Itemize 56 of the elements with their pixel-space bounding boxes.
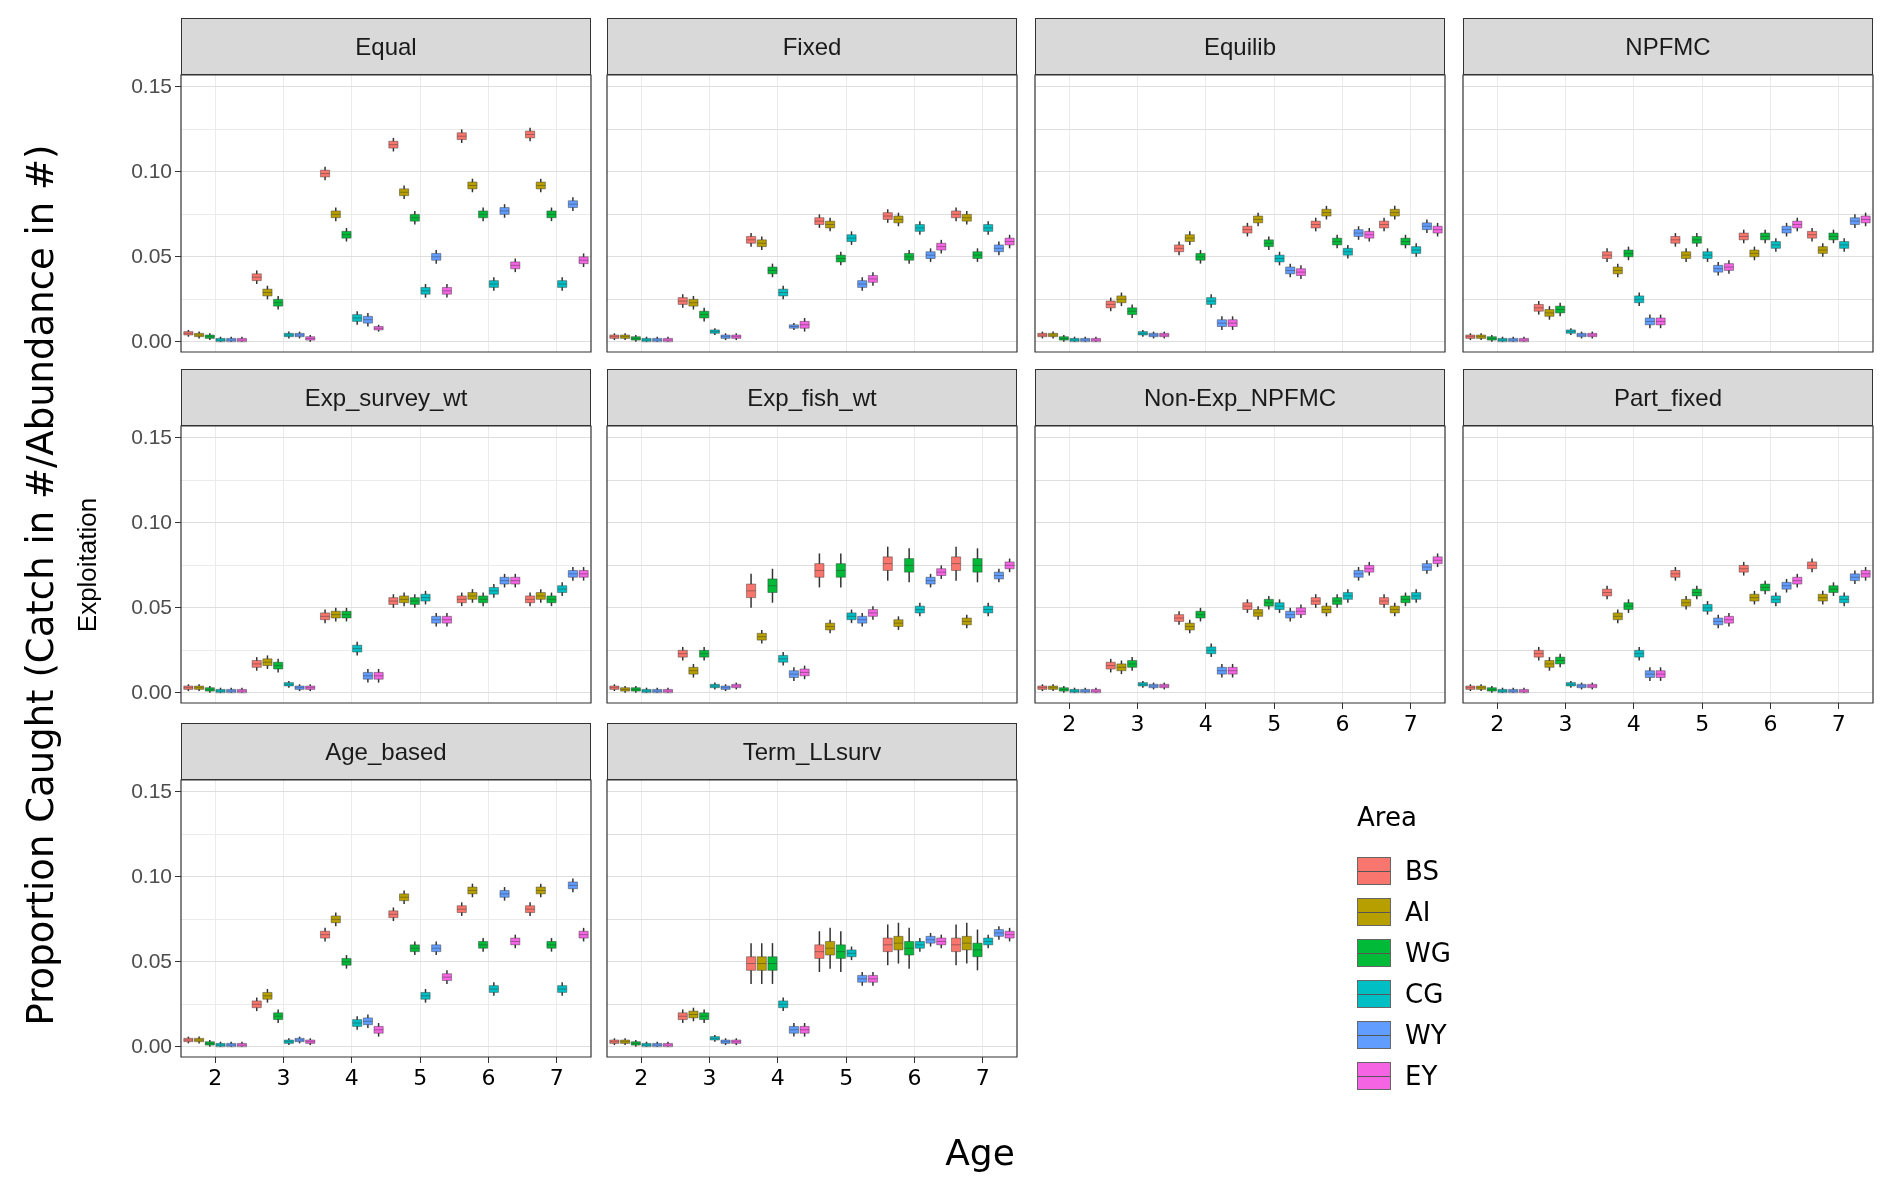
x-tick-label: 5 (1695, 710, 1710, 736)
chart-title: Exp_fish_wt (607, 369, 1017, 426)
x-tick-label: 4 (1626, 710, 1641, 736)
x-tick-label: 7 (1831, 710, 1846, 736)
chart-title: NPFMC (1463, 18, 1873, 75)
legend-label: AI (1405, 896, 1431, 927)
x-tick-label: 7 (549, 1064, 564, 1090)
x-tick-label: 4 (1198, 710, 1213, 736)
x-tick-label: 4 (344, 1064, 359, 1090)
legend-title: Area (1357, 802, 1418, 832)
x-tick-label: 3 (1558, 710, 1573, 736)
x-tick-label: 5 (1267, 710, 1282, 736)
y-tick-label: 0.05 (131, 243, 172, 267)
y-tick-label: 0.10 (131, 158, 172, 182)
x-tick-label: 3 (276, 1064, 291, 1090)
x-tick-label: 2 (1062, 710, 1077, 736)
legend-label: BS (1405, 855, 1439, 886)
legend-label: WG (1405, 937, 1451, 968)
x-tick-label: 2 (1490, 710, 1505, 736)
x-tick-label: 3 (702, 1064, 717, 1090)
chart-title: Non-Exp_NPFMC (1035, 369, 1445, 426)
x-tick-label: 5 (839, 1064, 854, 1090)
y-tick-label: 0.00 (131, 328, 172, 352)
y-tick-label: 0.00 (131, 679, 172, 703)
chart-title: Fixed (607, 18, 1017, 75)
x-tick-label: 7 (975, 1064, 990, 1090)
y-tick-label: 0.10 (131, 863, 172, 887)
x-tick-label: 6 (481, 1064, 496, 1090)
legend-label: CG (1405, 978, 1444, 1009)
legend-label: EY (1405, 1060, 1438, 1091)
y-tick-label: 0.10 (131, 509, 172, 533)
chart-title: Exp_survey_wt (181, 369, 591, 426)
x-axis-title: Age (945, 1131, 1015, 1173)
chart-title: Term_LLsurv (607, 723, 1017, 780)
x-tick-label: 2 (634, 1064, 649, 1090)
x-tick-label: 6 (1335, 710, 1350, 736)
x-tick-label: 2 (208, 1064, 223, 1090)
y-tick-label: 0.00 (131, 1033, 172, 1057)
x-tick-label: 6 (1763, 710, 1778, 736)
chart-title: Part_fixed (1463, 369, 1873, 426)
x-tick-label: 5 (413, 1064, 428, 1090)
y-tick-label: 0.15 (131, 73, 172, 97)
y-tick-label: 0.15 (131, 778, 172, 802)
x-tick-label: 7 (1403, 710, 1418, 736)
y-axis-title: Exploitation (71, 497, 103, 632)
chart-title: Equilib (1035, 18, 1445, 75)
legend-label: WY (1405, 1019, 1447, 1050)
x-tick-label: 4 (770, 1064, 785, 1090)
x-tick-label: 3 (1130, 710, 1145, 736)
y-tick-label: 0.05 (131, 594, 172, 618)
y-tick-label: 0.15 (131, 424, 172, 448)
chart-title: Equal (181, 18, 591, 75)
y-tick-label: 0.05 (131, 948, 172, 972)
x-tick-label: 6 (907, 1064, 922, 1090)
chart-title: Age_based (181, 723, 591, 780)
text: Proportion Caught (Catch in #/Abundance in #) (18, 144, 62, 1026)
